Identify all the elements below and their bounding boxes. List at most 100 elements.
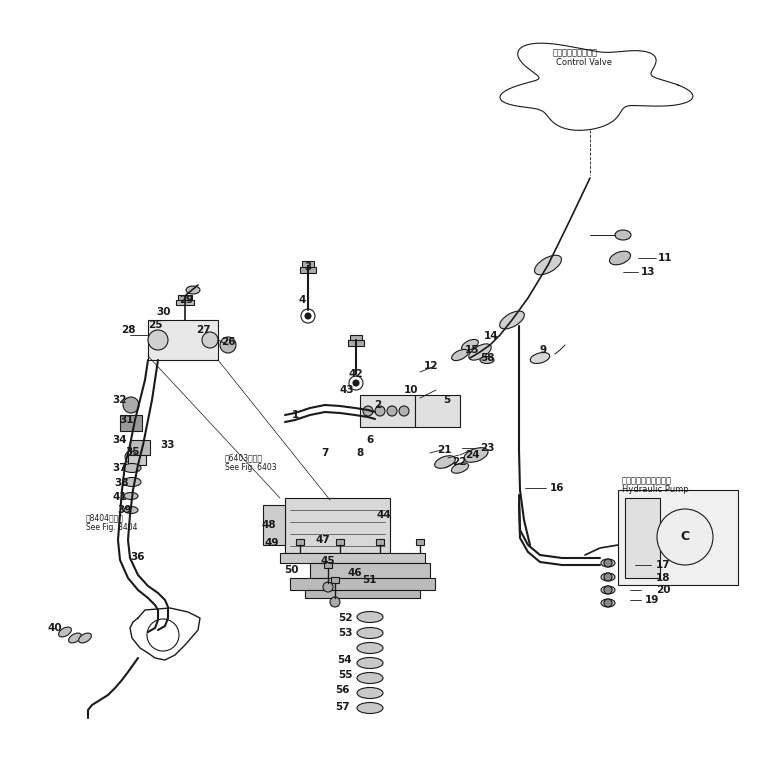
Text: 18: 18 [655,573,670,583]
Bar [128,455,146,465]
Text: 10: 10 [404,385,418,395]
Bar [625,498,660,578]
Circle shape [323,582,333,592]
Text: 47: 47 [316,535,330,545]
Bar [300,267,316,273]
Text: 44: 44 [377,510,391,520]
Text: 21: 21 [436,445,451,455]
Text: 34: 34 [113,435,127,445]
Bar [130,440,150,455]
Text: 図6403図参照: 図6403図参照 [225,453,263,462]
Text: 3: 3 [304,262,311,272]
Text: 53: 53 [338,628,353,638]
Ellipse shape [601,586,615,594]
Bar [336,539,344,545]
Bar [296,539,304,545]
Text: 46: 46 [348,568,362,578]
Bar [415,395,460,427]
Ellipse shape [186,286,200,294]
Circle shape [604,573,612,581]
Text: 20: 20 [655,585,670,595]
Circle shape [148,330,168,350]
Text: 図8404図参照: 図8404図参照 [86,513,124,522]
Text: コントロールバルブ: コントロールバルブ [553,48,598,57]
Text: 55: 55 [338,670,353,680]
Bar [263,505,285,545]
Text: 39: 39 [118,505,132,515]
Text: 9: 9 [539,345,546,355]
Text: Control Valve: Control Valve [556,58,612,67]
Text: 35: 35 [126,447,140,457]
Text: 31: 31 [120,415,134,425]
Text: 42: 42 [349,369,363,379]
Circle shape [305,313,311,319]
Circle shape [375,406,385,416]
Bar [324,562,332,568]
Circle shape [657,509,713,565]
Text: 52: 52 [338,613,353,623]
Text: 1: 1 [291,410,298,420]
Ellipse shape [601,559,615,567]
Ellipse shape [357,642,383,654]
Bar [302,261,314,268]
Text: 49: 49 [265,538,279,548]
Ellipse shape [601,599,615,607]
Ellipse shape [357,628,383,638]
Text: C: C [681,530,690,543]
Bar [176,300,194,305]
Text: See Fig. 8404: See Fig. 8404 [86,523,137,532]
Text: 4: 4 [298,295,306,305]
Text: 12: 12 [423,361,438,371]
Circle shape [220,337,236,353]
Bar [348,340,364,346]
Ellipse shape [124,506,138,514]
Text: 32: 32 [113,395,127,405]
Text: 37: 37 [113,463,127,473]
Ellipse shape [59,627,72,637]
Circle shape [363,406,373,416]
Text: 45: 45 [320,556,335,566]
Circle shape [387,406,397,416]
Text: See Fig. 6403: See Fig. 6403 [225,463,277,472]
Text: 8: 8 [356,448,364,458]
Bar [120,415,142,431]
Text: Hydraulic Pump: Hydraulic Pump [622,485,689,494]
Circle shape [604,599,612,607]
Text: 13: 13 [641,267,655,277]
Circle shape [202,332,218,348]
Ellipse shape [357,688,383,698]
Text: 23: 23 [480,443,494,453]
Ellipse shape [435,456,456,468]
Bar [350,335,362,342]
Text: 14: 14 [484,331,498,341]
Bar [618,490,738,585]
Circle shape [604,586,612,594]
Text: 57: 57 [335,702,349,712]
Text: 48: 48 [262,520,276,530]
Ellipse shape [123,464,141,473]
Text: 15: 15 [465,345,479,355]
Text: 56: 56 [335,685,349,695]
Text: 2: 2 [375,400,382,410]
Text: 30: 30 [156,307,171,317]
Text: 17: 17 [655,560,671,570]
Ellipse shape [357,657,383,669]
Ellipse shape [500,311,524,329]
Bar [290,578,435,590]
Text: 28: 28 [121,325,135,335]
Text: 11: 11 [658,253,672,263]
Text: 5: 5 [443,395,451,405]
Bar [360,395,415,427]
Bar [280,553,425,563]
Ellipse shape [357,612,383,622]
Text: 16: 16 [550,483,565,493]
Ellipse shape [480,356,494,363]
Bar [305,590,420,598]
Text: 58: 58 [480,353,494,363]
Text: 36: 36 [130,552,145,562]
Ellipse shape [69,633,82,643]
Text: ハイドロリックポンプ: ハイドロリックポンプ [622,476,672,485]
Bar [285,498,390,553]
Text: 38: 38 [114,478,129,488]
Text: 26: 26 [221,337,235,347]
